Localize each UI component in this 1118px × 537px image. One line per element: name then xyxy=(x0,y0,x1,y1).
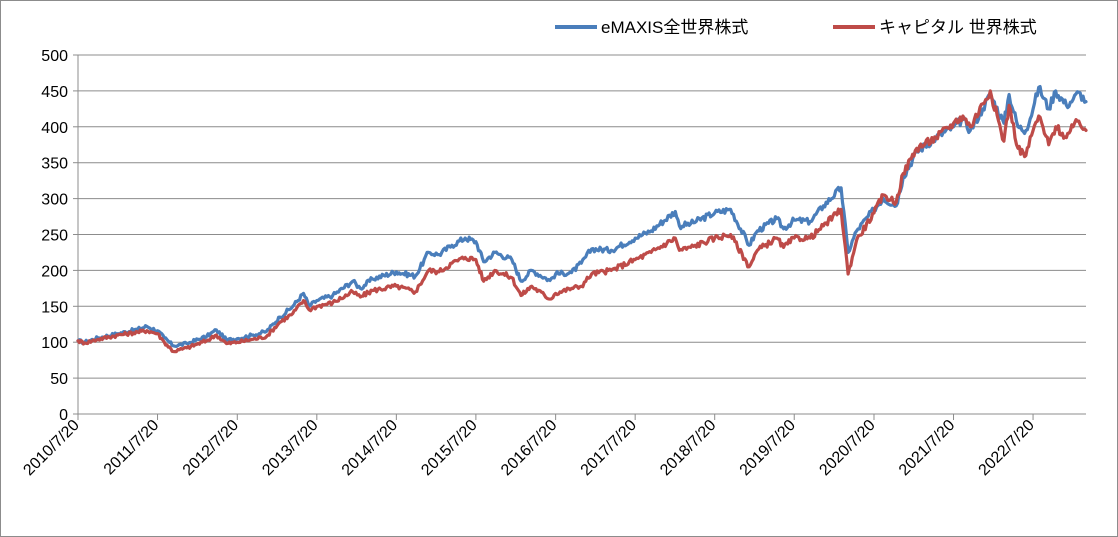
x-tick-label: 2013/7/20 xyxy=(259,417,321,479)
x-axis-tick-labels: 2010/7/20 2011/7/20 2012/7/20 2013/7/20 2014… xyxy=(20,417,1037,479)
legend-label: キャピタル 世界株式 xyxy=(879,18,1037,37)
gridlines xyxy=(78,54,1086,379)
y-tick-label: 400 xyxy=(41,120,68,137)
x-tick-label: 2010/7/20 xyxy=(20,417,82,479)
y-tick-label: 250 xyxy=(41,228,68,245)
y-axis-tick-labels: 0 50 100 150 200 250 300 350 400 450 500 xyxy=(41,48,68,424)
x-tick-label: 2018/7/20 xyxy=(657,417,719,479)
y-tick-label: 100 xyxy=(41,335,68,352)
series-line-2 xyxy=(76,89,1088,354)
x-tick-label: 2021/7/20 xyxy=(896,417,958,479)
axes xyxy=(73,54,1086,420)
y-tick-label: 200 xyxy=(41,263,68,280)
x-tick-label: 2016/7/20 xyxy=(498,417,560,479)
x-tick-label: 2022/7/20 xyxy=(976,417,1038,479)
x-tick-label: 2015/7/20 xyxy=(418,417,480,479)
y-tick-label: 150 xyxy=(41,299,68,316)
legend-label: eMAXIS全世界株式 xyxy=(601,18,748,37)
y-tick-label: 50 xyxy=(50,371,68,388)
x-tick-label: 2012/7/20 xyxy=(180,417,242,479)
y-tick-label: 0 xyxy=(59,407,68,424)
y-tick-label: 300 xyxy=(41,192,68,209)
y-tick-label: 350 xyxy=(41,156,68,173)
x-tick-label: 2017/7/20 xyxy=(578,417,640,479)
x-tick-label: 2011/7/20 xyxy=(101,417,163,479)
x-tick-label: 2020/7/20 xyxy=(816,417,878,479)
y-tick-label: 450 xyxy=(41,84,68,101)
y-tick-label: 500 xyxy=(41,48,68,65)
x-tick-label: 2014/7/20 xyxy=(339,417,401,479)
series-line-1 xyxy=(76,85,1088,348)
legend: eMAXIS全世界株式 キャピタル 世界株式 xyxy=(555,18,1037,37)
x-tick-label: 2019/7/20 xyxy=(737,417,799,479)
series-lines xyxy=(76,85,1088,354)
